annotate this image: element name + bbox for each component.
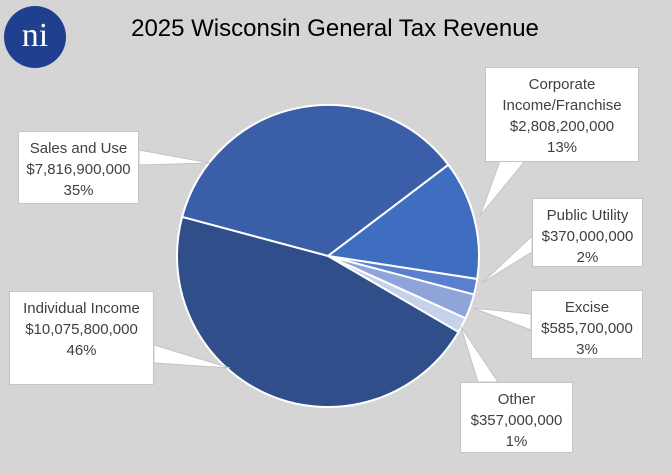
label-value: $370,000,000	[541, 228, 634, 245]
data-label: Corporate Income/Franchise $2,808,200,000…	[485, 67, 639, 162]
data-label: Other $357,000,000 1%	[460, 382, 573, 453]
label-name: Sales and Use	[29, 140, 128, 157]
callout-pointer	[153, 344, 231, 369]
pie-slice	[325, 163, 480, 281]
chart-title: 2025 Wisconsin General Tax Revenue	[131, 15, 539, 42]
callout-pointer	[472, 307, 532, 331]
callout-pointer	[460, 326, 499, 383]
logo-text: ni	[22, 17, 48, 54]
label-percent: 2%	[576, 249, 599, 266]
callout-pointer	[479, 160, 527, 217]
callout-pointer	[138, 149, 211, 166]
label-value: $10,075,800,000	[25, 321, 138, 338]
label-percent: 35%	[63, 182, 94, 199]
label-value: $585,700,000	[541, 320, 633, 337]
label-percent: 3%	[576, 341, 598, 358]
label-name: Corporate Income/Franchise	[502, 76, 622, 114]
label-percent: 46%	[66, 342, 97, 359]
label-value: $2,808,200,000	[509, 118, 615, 135]
label-name: Excise	[564, 299, 610, 316]
label-name: Public Utility	[546, 207, 629, 224]
label-value: $7,816,900,000	[26, 161, 131, 178]
label-name: Other	[497, 391, 536, 408]
label-name: Individual Income	[23, 300, 140, 317]
data-label: Sales and Use $7,816,900,000 35%	[18, 131, 139, 204]
callout-pointer	[481, 234, 533, 284]
label-percent: 1%	[505, 433, 528, 450]
pie-slice	[180, 104, 450, 258]
data-label: Individual Income $10,075,800,000 46%	[9, 291, 154, 385]
label-value: $357,000,000	[470, 412, 563, 429]
data-label: Public Utility $370,000,000 2%	[532, 198, 643, 267]
pie-slice	[176, 215, 460, 408]
label-percent: 13%	[546, 139, 578, 156]
data-label: Excise $585,700,000 3%	[531, 290, 643, 359]
logo-badge	[4, 6, 66, 68]
